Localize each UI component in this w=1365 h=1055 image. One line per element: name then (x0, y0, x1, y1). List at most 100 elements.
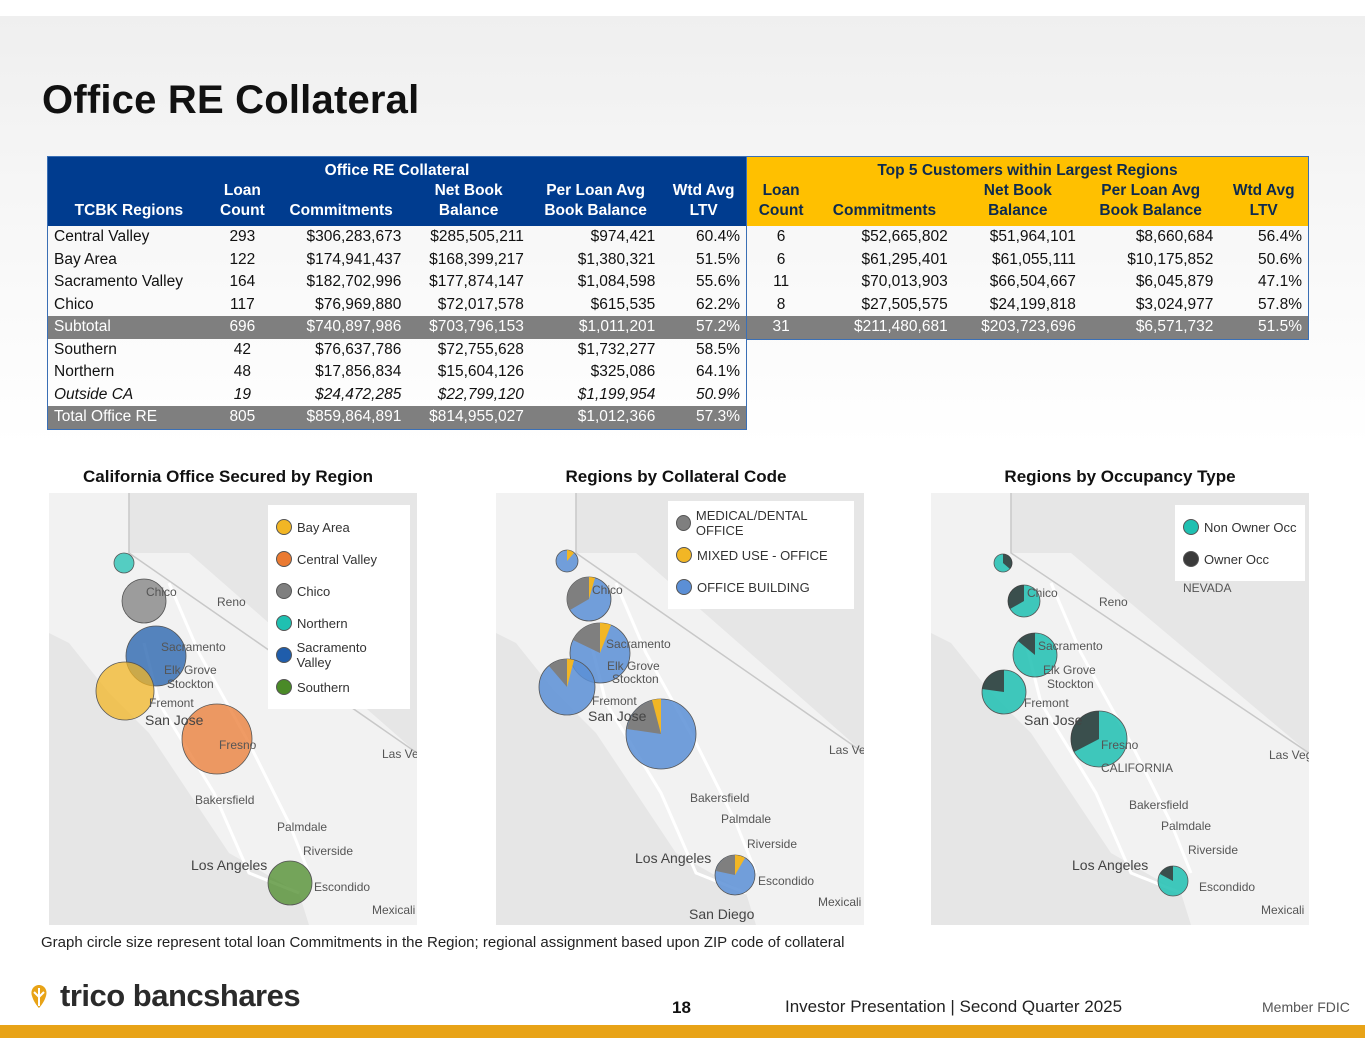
table-row: 8 $27,505,575 $24,199,818 $3,024,977 57.8% (747, 294, 1309, 317)
column-header-line1: Per Loan Avg (1101, 182, 1201, 199)
map-label: Sacramento (606, 637, 671, 651)
legend-item[interactable]: Central Valley (276, 543, 402, 575)
column-header: Wtd Avg LTV (1219, 181, 1309, 226)
map-label: Stockton (612, 672, 659, 686)
pie-chico[interactable] (566, 576, 612, 622)
legend-swatch (1183, 551, 1199, 567)
legend-item[interactable]: Bay Area (276, 511, 402, 543)
map-collateral-svg (496, 493, 864, 925)
column-header: Wtd Avg LTV (661, 181, 747, 226)
legend-label: Non Owner Occ (1204, 519, 1297, 535)
legend-region: Bay Area Central Valley Chico Northern Sacra… (268, 505, 410, 709)
bubble-northern[interactable] (113, 552, 135, 574)
table-cell: $17,856,834 (315, 363, 402, 381)
table-cell: 47.1% (1258, 273, 1302, 291)
table-group-header: Office RE Collateral (47, 156, 747, 181)
map-label: San Jose (588, 708, 647, 724)
table-cell: 164 (229, 273, 256, 291)
legend-label: Central Valley (297, 551, 377, 567)
legend-occupancy: Non Owner Occ Owner Occ (1175, 505, 1305, 581)
column-header: TCBK Regions (47, 181, 210, 226)
table-header-row: TCBK Regions Loan Count Commitments Net Boo… (47, 181, 747, 226)
map-label: Palmdale (277, 820, 328, 834)
legend-item[interactable]: Sacramento Valley (276, 639, 402, 671)
legend-label: Northern (297, 615, 348, 631)
legend-collateral: MEDICAL/DENTAL OFFICE MIXED USE - OFFICE O… (668, 501, 854, 609)
trico-logo: trico bancshares (24, 978, 301, 1014)
map-label: Los Angeles (191, 857, 268, 873)
legend-item[interactable]: MIXED USE - OFFICE (676, 539, 846, 571)
map-label: Las Vegas (382, 747, 417, 761)
table-cell: $174,941,437 (306, 250, 402, 268)
presentation-label: Investor Presentation | Second Quarter 2… (785, 997, 1123, 1016)
pie-central-valley[interactable] (625, 698, 697, 770)
table-cell: $8,660,684 (1135, 228, 1214, 246)
column-header-line2: TCBK Regions (74, 202, 184, 219)
table-cell: $6,571,732 (1081, 316, 1220, 339)
pie-central-valley[interactable] (1070, 710, 1128, 768)
table-row: Subtotal 696 $740,897,986 $703,796,153 $1,01… (47, 316, 747, 339)
column-header-line1: Loan (223, 182, 261, 199)
table-cell: 42 (233, 340, 251, 358)
map-region: Reno Chico Sacramento Elk Grove Stockton… (49, 493, 417, 925)
column-header: Net Book Balance (407, 181, 530, 226)
column-header-line2: Balance (438, 202, 499, 219)
bubble-southern[interactable] (267, 860, 313, 906)
state-border (575, 493, 864, 754)
map-label: Escondido (1199, 880, 1256, 894)
table-row: 6 $61,295,401 $61,055,111 $10,175,852 50.6% (747, 249, 1309, 272)
map-label: Los Angeles (1072, 857, 1149, 873)
table-cell: 8 (776, 295, 786, 313)
table-cell: $1,012,366 (529, 406, 662, 429)
table-cell: Chico (54, 295, 94, 313)
table-cell: $859,864,891 (274, 406, 408, 429)
table-cell: 57.3% (661, 406, 747, 429)
map-label: Chico (592, 583, 623, 597)
bubble-chico[interactable] (121, 578, 167, 624)
table-row: Central Valley 293 $306,283,673 $285,505,21… (48, 226, 747, 249)
column-header-line2: Count (758, 202, 804, 219)
column-header-line1: Loan (762, 182, 800, 199)
pie-southern[interactable] (1157, 865, 1189, 897)
legend-item[interactable]: Chico (276, 575, 402, 607)
table-cell: $72,755,628 (437, 340, 524, 358)
table-cell: 122 (229, 250, 256, 268)
pie-bay-area[interactable] (981, 669, 1027, 715)
legend-item[interactable]: Northern (276, 607, 402, 639)
table-cell: 31 (746, 316, 816, 339)
legend-item[interactable]: Southern (276, 671, 402, 703)
bubble-central-valley[interactable] (181, 703, 253, 775)
pie-bay-area[interactable] (538, 658, 596, 716)
legend-swatch (276, 551, 292, 567)
legend-item[interactable]: Owner Occ (1183, 543, 1297, 575)
pie-northern[interactable] (993, 553, 1013, 573)
table-cell: $974,421 (590, 228, 656, 246)
table-row: Northern 48 $17,856,834 $15,604,126 $325,086… (48, 361, 747, 384)
map-label: Riverside (1188, 843, 1239, 857)
map-label: Las Vegas (1269, 748, 1309, 762)
bubble-bay-area[interactable] (95, 661, 155, 721)
pie-northern[interactable] (555, 549, 579, 573)
table-cell: 51.5% (696, 250, 740, 268)
legend-label: Owner Occ (1204, 551, 1270, 567)
table-cell: $6,045,879 (1135, 273, 1214, 291)
table-cell: $66,504,667 (989, 273, 1076, 291)
column-header-line2: Book Balance (1099, 202, 1202, 219)
table-cell: $703,796,153 (407, 316, 530, 339)
legend-swatch (676, 579, 692, 595)
table-cell: $24,199,818 (989, 295, 1076, 313)
column-header-line1 (54, 181, 204, 201)
map-label: Chico (146, 585, 177, 599)
table-cell: $76,637,786 (315, 340, 402, 358)
pie-chico[interactable] (1007, 584, 1041, 618)
pie-southern[interactable] (714, 854, 756, 896)
legend-item[interactable]: OFFICE BUILDING (676, 571, 846, 603)
chart-title-region: California Office Secured by Region (82, 467, 373, 486)
legend-item[interactable]: MEDICAL/DENTAL OFFICE (676, 507, 846, 539)
legend-item[interactable]: Non Owner Occ (1183, 511, 1297, 543)
pie-sacramento[interactable] (1012, 632, 1058, 678)
table-cell: $27,505,575 (861, 295, 948, 313)
page-title: Office RE Collateral (42, 78, 420, 122)
map-label: Escondido (314, 880, 371, 894)
map-label: Mexicali (818, 895, 862, 909)
